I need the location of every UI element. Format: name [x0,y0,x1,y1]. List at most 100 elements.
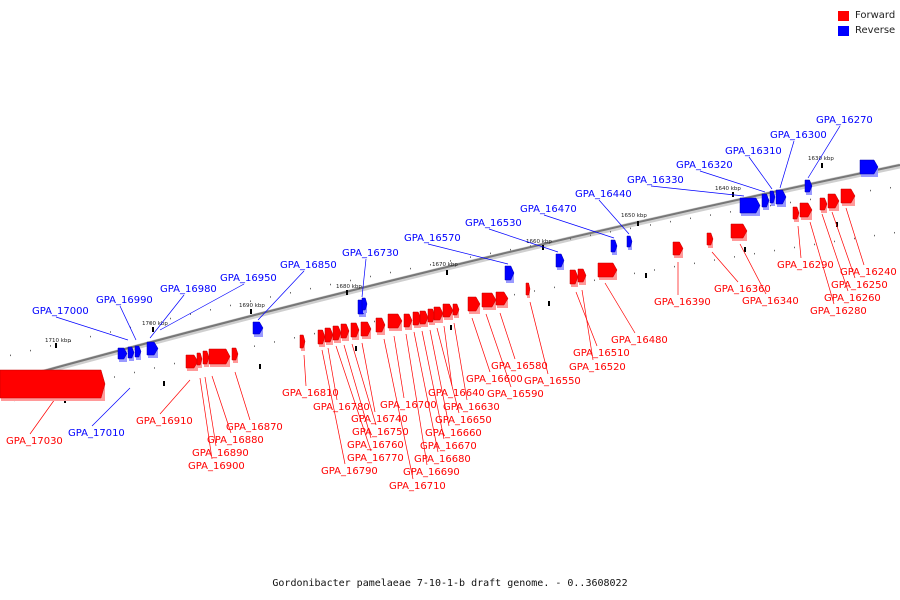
leader-line [529,301,549,375]
gene-gpa_16770 [332,325,342,343]
gene-label-gpa_16880: GPA_16880 [207,435,264,446]
gene-label-gpa_16260: GPA_16260 [824,293,881,304]
major-tick [259,364,261,369]
gene-gpa_16680 [412,311,422,328]
gene-gpa_16900 [196,352,203,368]
gene-gpa_16270 [804,179,813,195]
leader-line [485,313,512,388]
major-tick [55,343,57,348]
major-tick [637,221,639,226]
gene-body [799,202,813,218]
leader-line [436,327,460,414]
gene-gpa_16630 [452,303,460,318]
gene-body [452,303,460,316]
gene-shadow [342,331,349,341]
gene-label-gpa_16950: GPA_16950 [220,273,277,284]
gene-label-gpa_16440: GPA_16440 [575,189,632,200]
gene-shadow [506,273,514,283]
gene-label-gpa_16770: GPA_16770 [347,453,404,464]
minor-tick [374,320,375,323]
gene-gpa_16670 [419,310,429,327]
leader-line [149,294,185,339]
gene-gpa_17010 [117,347,128,362]
gene-shadow [794,213,799,222]
major-tick [446,270,448,275]
leader-line [383,338,414,480]
gene-gpa_16470 [610,239,618,255]
minor-tick [250,300,251,302]
minor-tick [590,234,591,237]
gene-shadow [429,316,435,325]
major-tick [450,325,452,330]
gene-label-gpa_16680: GPA_16680 [414,454,471,465]
gene-label-gpa_16250: GPA_16250 [831,280,888,291]
gene-label-gpa_16760: GPA_16760 [347,440,404,451]
gene-label-gpa_16480: GPA_16480 [611,335,668,346]
gene-body [412,311,422,326]
minor-tick [534,290,535,292]
gene-body [127,346,135,359]
gene-label-gpa_16870: GPA_16870 [226,422,283,433]
leader-line [797,225,802,259]
gene-shadow [435,314,443,323]
major-tick [542,245,544,250]
gene-label-gpa_16320: GPA_16320 [676,160,733,171]
gene-body [196,352,203,366]
gene-shadow [771,197,775,206]
minor-tick [430,263,431,266]
scale-tick-label: 1690 kbp [239,303,265,309]
gene-shadow [708,239,713,248]
leader-line [821,213,849,292]
minor-tick [230,304,231,307]
gene-label-gpa_16850: GPA_16850 [280,260,337,271]
major-tick [744,247,746,252]
gene-body [467,296,481,312]
minor-tick [550,241,551,244]
gene-body [202,350,210,365]
gene-gpa_16980 [146,341,159,358]
gene-label-gpa_16310: GPA_16310 [725,146,782,157]
gene-shadow [301,342,305,351]
minor-tick [594,279,595,282]
gene-shadow [483,300,496,310]
gene-label-gpa_16580: GPA_16580 [491,361,548,372]
gene-shadow [148,349,158,358]
leader-line [499,312,516,360]
minor-tick [254,345,255,347]
minor-tick [894,231,895,234]
minor-tick [650,224,651,226]
gene-gpa_16870 [231,347,239,363]
gene-body [481,292,497,308]
gene-gpa_16300 [775,189,787,207]
minor-tick [410,267,411,270]
scale-tick-label: 1710 kbp [45,338,71,344]
gene-body [555,253,565,268]
gene-label-gpa_17000: GPA_17000 [32,306,89,317]
minor-tick [630,227,631,230]
gene-body [299,334,306,349]
gene-label-gpa_16300: GPA_16300 [770,130,827,141]
gene-body [387,313,403,329]
gene-gpa_16240 [840,188,856,206]
gene-label-gpa_16670: GPA_16670 [420,441,477,452]
legend-forward-label: Forward [855,10,896,21]
gene-body [859,159,879,175]
gene-shadow [599,270,617,280]
gene-body [775,189,787,205]
minor-tick [530,245,531,247]
gene-gpa_16780 [324,327,334,345]
minor-tick [330,283,331,286]
leader-line [845,207,865,266]
gene-body [360,321,372,337]
leader-line [335,345,372,452]
leader-line [343,344,372,439]
major-tick [346,290,348,295]
leader-line [257,270,305,321]
gene-label-gpa_16550: GPA_16550 [524,376,581,387]
minor-tick [190,313,191,315]
gene-label-gpa_16390: GPA_16390 [654,297,711,308]
leader-line [211,375,232,434]
gene-gpa_16320 [761,193,770,210]
minor-tick [130,326,131,329]
gene-gpa_16260 [819,197,828,213]
